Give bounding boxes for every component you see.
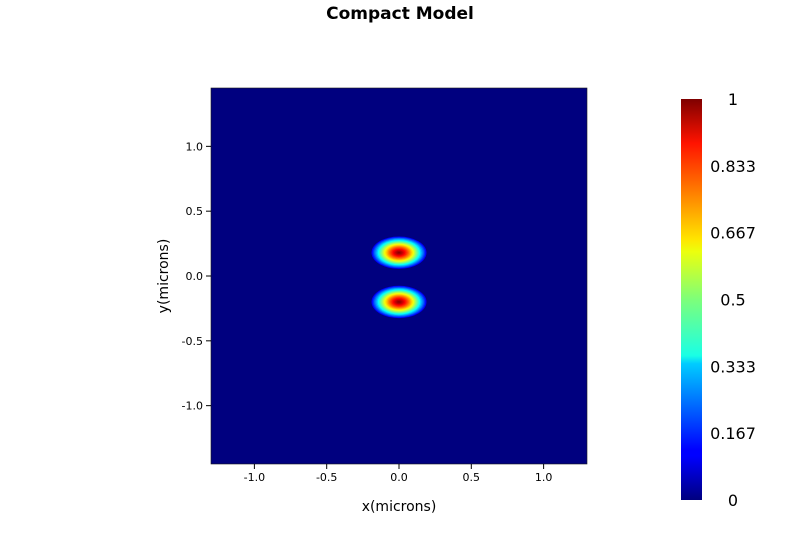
lobe-2-contour: [397, 301, 401, 303]
y-tick-label: 1.0: [186, 140, 204, 153]
y-tick-label: 0.5: [186, 205, 204, 218]
x-tick-label: -0.5: [316, 471, 337, 484]
y-axis-label: y(microns): [156, 239, 172, 314]
colorbar-tick-label: 1: [728, 90, 738, 109]
colorbar: [681, 99, 702, 500]
heatmap-background: [211, 88, 587, 464]
colorbar-tick-label: 0.833: [710, 157, 756, 176]
colorbar-tick-label: 0: [728, 491, 738, 510]
chart-title: Compact Model: [326, 4, 474, 24]
heatmap-lobes: [371, 236, 427, 319]
colorbar-tick-label: 0.5: [720, 291, 745, 310]
x-axis: -1.0 -0.5 0.0 0.5 1.0: [244, 464, 553, 484]
colorbar-tick-label: 0.667: [710, 224, 756, 243]
x-tick-label: 0.0: [390, 471, 408, 484]
lobe-1-contour: [397, 251, 401, 254]
colorbar-tick-label: 0.167: [710, 424, 756, 443]
x-axis-label: x(microns): [362, 499, 437, 515]
colorbar-tick-label: 0.333: [710, 357, 756, 376]
x-tick-label: 1.0: [535, 471, 553, 484]
x-tick-label: -1.0: [244, 471, 265, 484]
y-tick-label: -1.0: [182, 400, 203, 413]
y-tick-label: 0.0: [186, 270, 204, 283]
x-tick-label: 0.5: [463, 471, 481, 484]
y-tick-label: -0.5: [182, 335, 203, 348]
y-axis: 1.0 0.5 0.0 -0.5 -1.0: [182, 140, 211, 413]
colorbar-ticks: 1 0.833 0.667 0.5 0.333 0.167 0: [710, 90, 756, 510]
